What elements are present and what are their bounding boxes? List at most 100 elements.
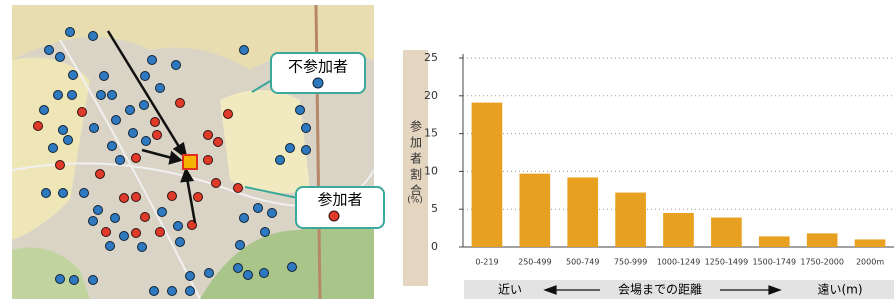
participant-dot	[204, 131, 213, 140]
bar	[567, 177, 598, 247]
bar	[520, 174, 551, 247]
participant-dot	[156, 228, 165, 237]
participant-dot	[234, 184, 243, 193]
non-participant-dot	[288, 263, 297, 272]
x-tick-label: 1000-1249	[657, 258, 701, 267]
non-participant-dot	[302, 146, 311, 155]
y-tick-label: 5	[431, 202, 438, 215]
non-participant-dot	[112, 116, 121, 125]
participant-dot	[141, 213, 150, 222]
participant-dot	[176, 99, 185, 108]
non-participant-dot	[260, 269, 269, 278]
participant-dot	[214, 138, 223, 147]
non-participant-dot	[172, 61, 181, 70]
non-participant-dot	[138, 243, 147, 252]
y-tick-label: 20	[424, 89, 438, 102]
non-participant-dot	[244, 271, 253, 280]
non-participant-dot	[129, 129, 138, 138]
x-tick-label: 1500-1749	[752, 258, 796, 267]
non-participant-dot	[111, 214, 120, 223]
bar	[663, 213, 694, 247]
legend-dot	[313, 78, 323, 88]
non-participant-dot	[116, 156, 125, 165]
non-participant-dot	[142, 137, 151, 146]
non-participant-dot	[42, 189, 51, 198]
callout-label: 参加者	[317, 191, 362, 209]
non-participant-dot	[268, 209, 277, 218]
non-participant-dot	[286, 144, 295, 153]
non-participant-dot	[56, 53, 65, 62]
participant-dot	[132, 154, 141, 163]
participant-dot	[102, 228, 111, 237]
bar	[855, 239, 886, 247]
x-tick-label: 500-749	[566, 258, 599, 267]
x-axis-far: 遠い(m)	[817, 283, 862, 297]
non-participant-dot	[90, 124, 99, 133]
x-tick-label: 0-219	[475, 258, 498, 267]
non-participant-dot	[240, 46, 249, 55]
non-participant-dot	[126, 106, 135, 115]
non-participant-dot	[100, 72, 109, 81]
non-participant-dot	[120, 232, 129, 241]
non-participant-dot	[236, 241, 245, 250]
non-participant-dot	[302, 124, 311, 133]
non-participant-dot	[158, 208, 167, 217]
non-participant-dot	[68, 91, 77, 100]
non-participant-dot	[254, 204, 263, 213]
x-axis-near: 近い	[498, 283, 522, 297]
non-participant-dot	[296, 106, 305, 115]
participant-dot	[34, 122, 43, 131]
venue	[183, 155, 197, 169]
non-participant-dot	[97, 91, 106, 100]
map-area	[220, 90, 310, 193]
x-tick-label: 1250-1499	[705, 258, 749, 267]
non-participant-dot	[59, 189, 68, 198]
non-participant-dot	[176, 238, 185, 247]
non-participant-dot	[141, 72, 150, 81]
non-participant-dot	[240, 214, 249, 223]
participant-dot	[132, 193, 141, 202]
callout-label: 不参加者	[288, 58, 348, 76]
non-participant-dot	[140, 101, 149, 110]
non-participant-dot	[186, 287, 195, 296]
x-tick-label: 2000m	[856, 258, 884, 267]
non-participant-dot	[66, 28, 75, 37]
participant-dot	[132, 229, 141, 238]
non-participant-dot	[89, 276, 98, 285]
non-participant-dot	[80, 189, 89, 198]
non-participant-dot	[64, 136, 73, 145]
non-participant-dot	[108, 91, 117, 100]
participant-dot	[168, 192, 177, 201]
bar	[759, 236, 790, 247]
bar	[807, 233, 838, 247]
non-participant-dot	[94, 206, 103, 215]
y-tick-label: 10	[424, 164, 438, 177]
non-participant-dot	[205, 269, 214, 278]
non-participant-dot	[89, 32, 98, 41]
non-participant-dot	[234, 264, 243, 273]
participant-dot	[151, 118, 160, 127]
page: 不参加者 参加者 参加者割合 (%) 近い 会場までの距離 遠い(m) 0510…	[0, 0, 894, 299]
participant-dot	[153, 131, 162, 140]
bar	[472, 103, 503, 247]
participant-dot	[212, 179, 221, 188]
bar	[711, 218, 742, 247]
x-tick-label: 1750-2000	[800, 258, 844, 267]
participant-dot	[204, 156, 213, 165]
y-axis-unit: (%)	[407, 196, 423, 206]
non-participant-dot	[148, 56, 157, 65]
x-axis-label: 会場までの距離	[618, 283, 702, 297]
y-tick-label: 15	[424, 127, 438, 140]
participant-dot	[96, 170, 105, 179]
non-participant-dot	[150, 287, 159, 296]
participant-dot	[194, 193, 203, 202]
map: 不参加者 参加者	[12, 5, 384, 299]
participant-dot	[120, 194, 129, 203]
non-participant-dot	[276, 156, 285, 165]
participant-dot	[56, 161, 65, 170]
non-participant-dot	[49, 144, 58, 153]
non-participant-dot	[156, 84, 165, 93]
non-participant-dot	[108, 142, 117, 151]
y-axis-label: 参加者割合	[409, 119, 423, 200]
non-participant-dot	[174, 222, 183, 231]
